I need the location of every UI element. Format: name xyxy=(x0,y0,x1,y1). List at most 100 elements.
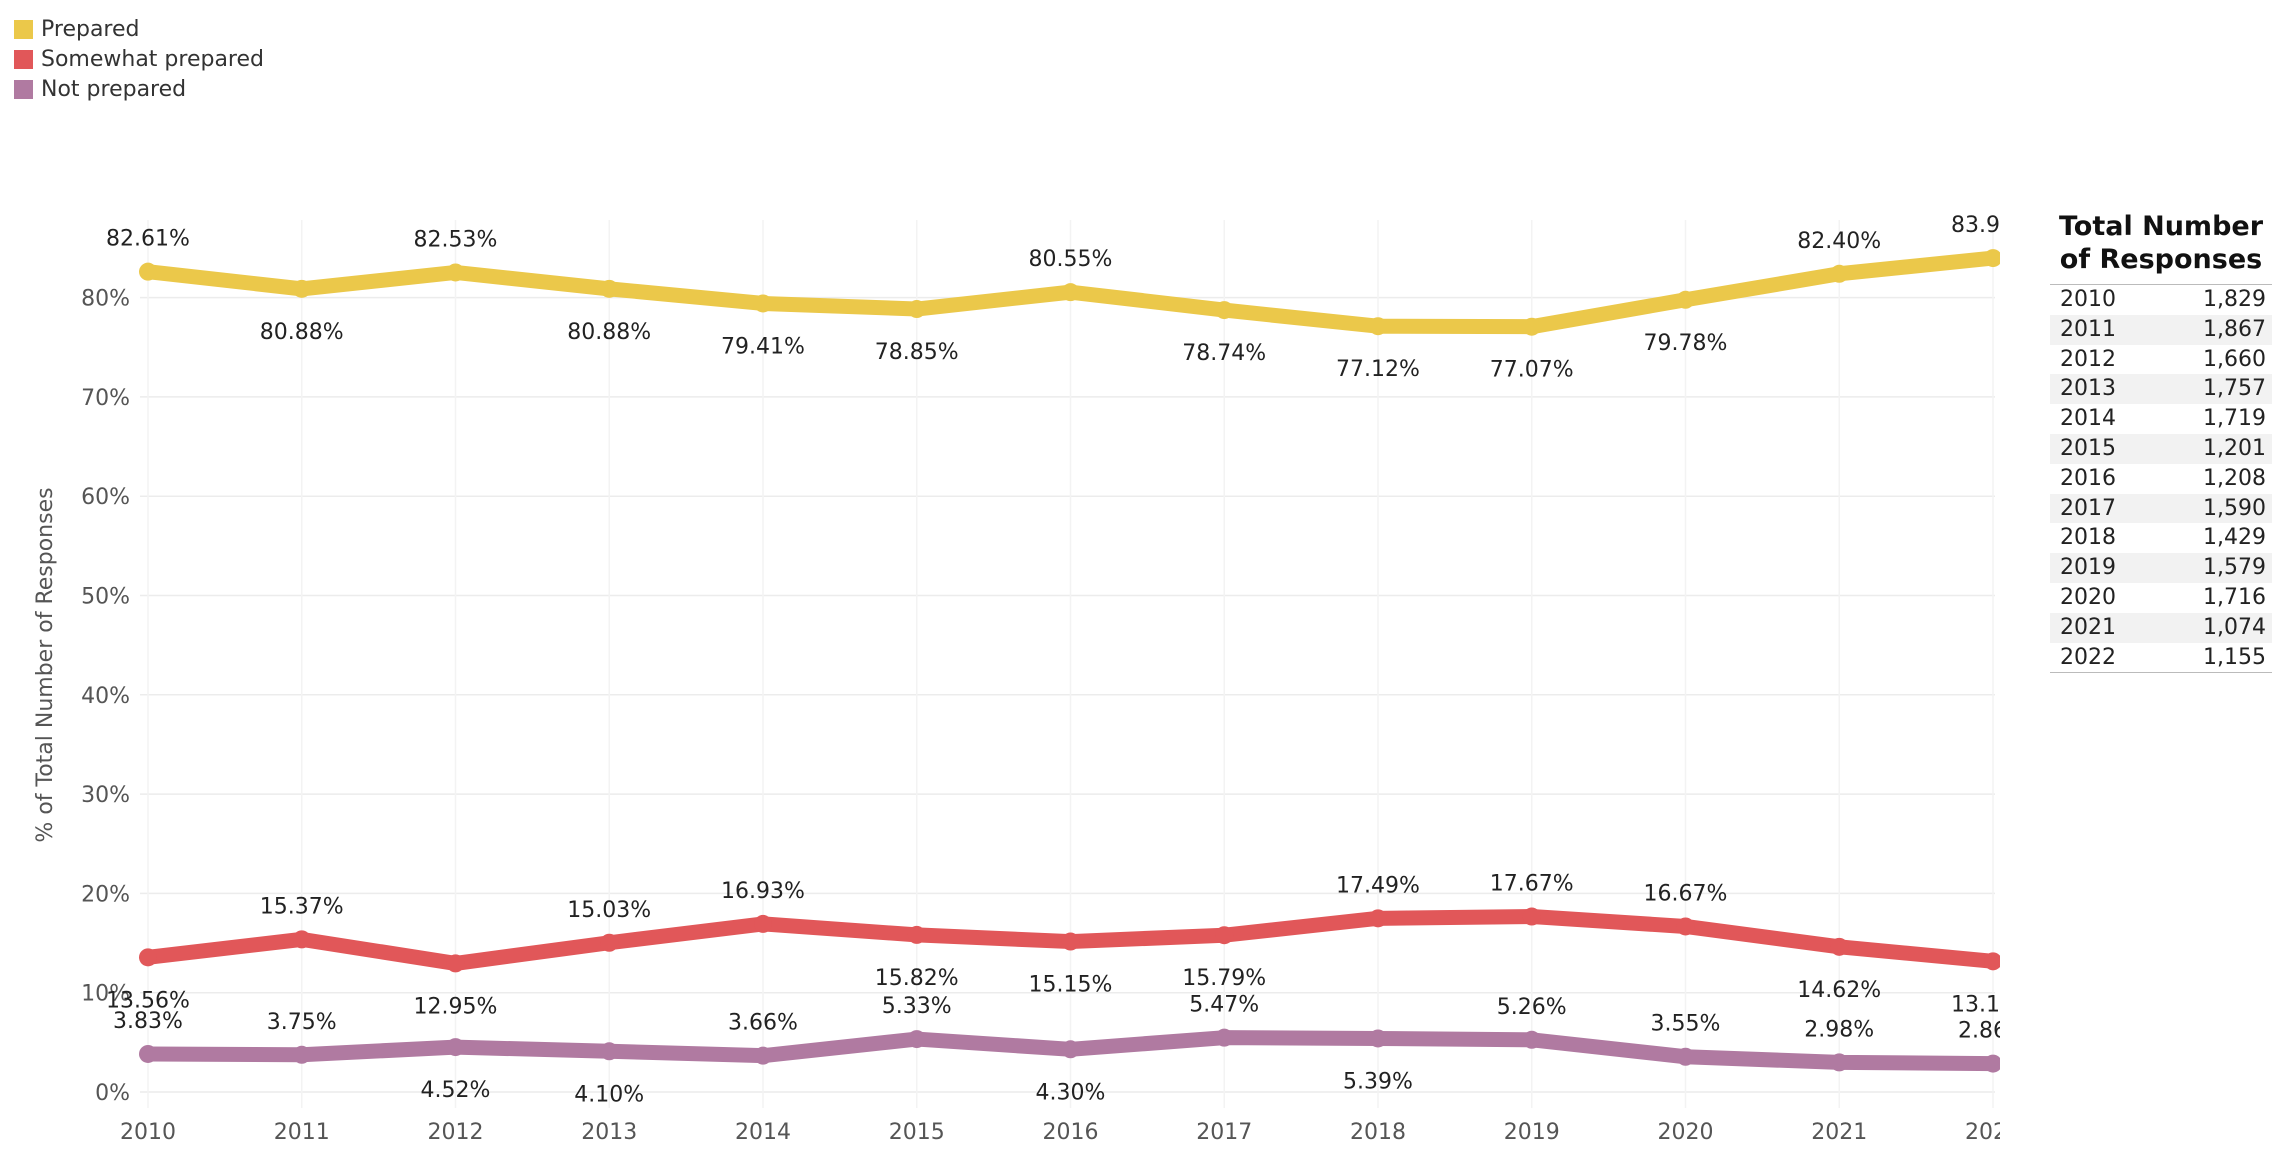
data-label-prepared: 78.74% xyxy=(1182,341,1266,366)
legend-item-not-prepared[interactable]: Not prepared xyxy=(14,74,264,104)
legend-swatch-not-prepared xyxy=(14,79,33,99)
data-point-not-prepared[interactable] xyxy=(1369,1029,1387,1048)
y-tick-label: 80% xyxy=(81,287,130,312)
data-label-not-prepared: 3.83% xyxy=(113,1009,183,1034)
responses-table: Total Number of Responses 2010 1,829 2011 1… xyxy=(2050,210,2272,674)
responses-table-year: 2018 xyxy=(2060,525,2116,551)
legend-item-prepared[interactable]: Prepared xyxy=(14,14,264,44)
data-point-somewhat-prepared[interactable] xyxy=(1830,937,1849,956)
data-point-not-prepared[interactable] xyxy=(1830,1053,1849,1072)
data-label-somewhat-prepared: 15.82% xyxy=(875,966,959,991)
y-tick-label: 0% xyxy=(95,1081,130,1106)
data-label-prepared: 77.07% xyxy=(1490,358,1574,383)
data-point-prepared[interactable] xyxy=(1061,283,1080,302)
responses-table-row: 2016 1,208 xyxy=(2050,464,2272,494)
x-tick-label: 2011 xyxy=(274,1120,330,1145)
series-lines xyxy=(139,249,2000,1073)
y-axis-label: % of Total Number of Responses xyxy=(33,487,58,842)
data-point-prepared[interactable] xyxy=(446,263,465,282)
data-label-somewhat-prepared: 13.16% xyxy=(1951,992,2000,1017)
data-point-prepared[interactable] xyxy=(754,294,772,313)
responses-table-row: 2022 1,155 xyxy=(2050,643,2272,673)
data-point-prepared[interactable] xyxy=(600,279,619,298)
data-label-not-prepared: 3.75% xyxy=(267,1010,337,1035)
legend-label-prepared: Prepared xyxy=(41,16,140,42)
data-point-somewhat-prepared[interactable] xyxy=(1522,907,1541,926)
data-point-not-prepared[interactable] xyxy=(446,1038,465,1057)
data-point-prepared[interactable] xyxy=(1676,290,1695,309)
responses-table-count: 1,590 xyxy=(2203,495,2266,521)
data-point-not-prepared[interactable] xyxy=(139,1044,157,1063)
data-label-not-prepared: 2.86% xyxy=(1958,1019,2000,1044)
responses-table-row: 2017 1,590 xyxy=(2050,493,2272,524)
data-point-somewhat-prepared[interactable] xyxy=(754,914,772,933)
responses-table-count: 1,867 xyxy=(2203,316,2266,342)
responses-table-row: 2013 1,757 xyxy=(2050,374,2272,405)
data-point-not-prepared[interactable] xyxy=(907,1030,926,1049)
y-axis-tick-labels: 0% 10% 20% 30% 40% 50% 60% 70% 80% xyxy=(81,287,130,1106)
responses-table-year: 2017 xyxy=(2060,495,2116,521)
data-label-prepared: 80.88% xyxy=(567,320,651,345)
y-tick-label: 10% xyxy=(81,982,130,1007)
data-point-prepared[interactable] xyxy=(907,300,926,319)
data-point-not-prepared[interactable] xyxy=(1984,1054,2000,1073)
data-point-somewhat-prepared[interactable] xyxy=(292,930,311,949)
data-point-somewhat-prepared[interactable] xyxy=(139,948,157,967)
data-point-somewhat-prepared[interactable] xyxy=(1061,932,1080,951)
y-tick-label: 70% xyxy=(81,386,130,411)
responses-table-row: 2015 1,201 xyxy=(2050,433,2272,464)
data-point-somewhat-prepared[interactable] xyxy=(1369,909,1387,928)
responses-table-title-line2: of Responses xyxy=(2059,244,2263,275)
legend-swatch-prepared xyxy=(14,19,33,39)
data-point-prepared[interactable] xyxy=(1984,249,2000,268)
data-point-not-prepared[interactable] xyxy=(1676,1047,1695,1066)
data-point-somewhat-prepared[interactable] xyxy=(907,925,926,944)
data-point-somewhat-prepared[interactable] xyxy=(446,954,465,973)
legend-item-somewhat-prepared[interactable]: Somewhat prepared xyxy=(14,44,264,74)
data-label-not-prepared: 4.30% xyxy=(1036,1080,1106,1105)
x-tick-label: 2021 xyxy=(1811,1120,1867,1145)
data-point-not-prepared[interactable] xyxy=(600,1042,619,1061)
responses-table-count: 1,660 xyxy=(2203,346,2266,372)
data-point-not-prepared[interactable] xyxy=(292,1045,311,1064)
x-tick-label: 2013 xyxy=(581,1120,637,1145)
x-tick-label: 2022 xyxy=(1965,1120,2000,1145)
data-point-not-prepared[interactable] xyxy=(1522,1030,1541,1049)
data-point-prepared[interactable] xyxy=(1215,301,1234,320)
responses-table-count: 1,074 xyxy=(2203,614,2266,640)
data-point-somewhat-prepared[interactable] xyxy=(1984,952,2000,971)
data-point-prepared[interactable] xyxy=(139,262,157,281)
responses-table-year: 2014 xyxy=(2060,406,2116,432)
data-point-prepared[interactable] xyxy=(1522,317,1541,336)
responses-table-count: 1,429 xyxy=(2203,525,2266,551)
responses-table-row: 2019 1,579 xyxy=(2050,553,2272,583)
data-label-prepared: 82.40% xyxy=(1797,229,1881,254)
data-label-prepared: 77.12% xyxy=(1336,357,1420,382)
data-point-not-prepared[interactable] xyxy=(1061,1040,1080,1059)
data-point-somewhat-prepared[interactable] xyxy=(1676,917,1695,936)
data-point-prepared[interactable] xyxy=(1369,317,1387,336)
data-point-prepared[interactable] xyxy=(1830,264,1849,283)
data-label-not-prepared: 4.10% xyxy=(574,1082,644,1107)
y-tick-label: 30% xyxy=(81,783,130,808)
data-point-not-prepared[interactable] xyxy=(754,1046,772,1065)
data-label-prepared: 79.41% xyxy=(721,334,805,359)
y-tick-label: 20% xyxy=(81,882,130,907)
responses-table-year: 2020 xyxy=(2060,584,2116,610)
x-tick-label: 2012 xyxy=(428,1120,484,1145)
responses-table-year: 2016 xyxy=(2060,465,2116,491)
data-label-somewhat-prepared: 15.79% xyxy=(1182,966,1266,991)
x-tick-label: 2016 xyxy=(1043,1120,1099,1145)
data-point-somewhat-prepared[interactable] xyxy=(1215,926,1234,945)
data-label-prepared: 82.53% xyxy=(414,227,498,252)
data-label-prepared: 79.78% xyxy=(1644,331,1728,356)
x-tick-label: 2019 xyxy=(1504,1120,1560,1145)
responses-table-count: 1,719 xyxy=(2203,406,2266,432)
data-point-prepared[interactable] xyxy=(292,279,311,298)
data-label-prepared: 82.61% xyxy=(106,227,190,252)
responses-table-count: 1,155 xyxy=(2203,644,2266,670)
responses-table-count: 1,579 xyxy=(2203,555,2266,581)
data-point-not-prepared[interactable] xyxy=(1215,1028,1234,1047)
legend-swatch-somewhat-prepared xyxy=(14,49,33,69)
data-point-somewhat-prepared[interactable] xyxy=(600,933,619,952)
